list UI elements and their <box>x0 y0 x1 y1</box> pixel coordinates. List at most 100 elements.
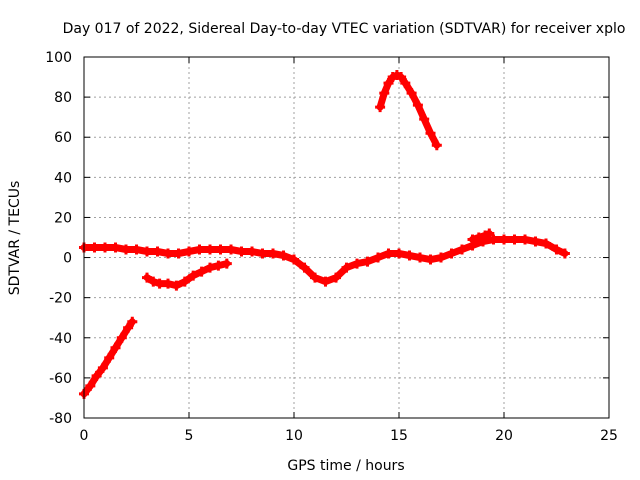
data-point <box>110 342 121 353</box>
data-point <box>110 242 121 253</box>
data-point <box>278 250 289 261</box>
data-point <box>236 246 247 257</box>
series-layer <box>79 70 570 399</box>
data-point <box>406 88 417 99</box>
data-point <box>352 258 362 269</box>
data-point <box>163 248 173 259</box>
data-point <box>116 332 127 343</box>
data-point <box>467 234 478 245</box>
data-point <box>484 228 495 239</box>
data-point <box>425 254 436 265</box>
data-point <box>559 248 570 259</box>
data-point <box>404 250 415 261</box>
x-tick-label: 0 <box>80 428 89 444</box>
data-point <box>551 244 562 255</box>
data-point <box>179 276 190 287</box>
data-point <box>396 72 407 83</box>
chart-title: Day 017 of 2022, Sidereal Day-to-day VTE… <box>63 21 626 37</box>
y-axis-label: SDTVAR / TECUs <box>7 181 23 296</box>
data-point <box>446 248 457 259</box>
data-point <box>499 234 509 245</box>
data-point <box>394 248 404 259</box>
data-point <box>383 78 394 89</box>
data-point <box>221 258 232 269</box>
x-tick-label: 10 <box>285 428 303 444</box>
data-point <box>213 260 224 271</box>
data-point <box>419 114 430 125</box>
data-point <box>375 102 386 113</box>
y-tick-label: 80 <box>54 90 72 106</box>
data-point <box>289 254 299 265</box>
data-point <box>196 266 207 277</box>
series-line-arc-3 <box>80 236 569 286</box>
y-tick-label: 40 <box>54 170 72 186</box>
y-tick-label: 20 <box>54 210 72 226</box>
data-point <box>121 244 131 255</box>
data-point <box>85 380 96 391</box>
data-point <box>257 248 268 259</box>
data-point <box>473 232 484 243</box>
data-point <box>127 316 138 327</box>
data-point <box>184 246 194 257</box>
data-point <box>91 370 102 381</box>
data-point <box>131 244 142 255</box>
data-point <box>509 234 520 245</box>
x-tick-label: 25 <box>600 428 618 444</box>
data-point <box>436 252 446 263</box>
data-point <box>194 244 205 255</box>
data-point <box>104 352 115 363</box>
data-point <box>188 270 199 281</box>
y-tick-label: -80 <box>49 411 72 427</box>
data-point <box>530 236 541 247</box>
y-tick-label: 60 <box>54 130 72 146</box>
x-tick-label: 5 <box>185 428 194 444</box>
data-point <box>373 252 383 263</box>
data-point <box>331 272 341 283</box>
data-point <box>205 244 215 255</box>
data-point <box>268 248 278 259</box>
data-point <box>100 242 110 253</box>
x-axis-label: GPS time / hours <box>287 458 404 474</box>
data-point <box>415 252 425 263</box>
data-point <box>379 88 390 99</box>
data-point <box>488 234 499 245</box>
y-tick-label: 0 <box>63 251 72 267</box>
data-point <box>148 276 159 287</box>
data-point <box>520 234 530 245</box>
y-tick-label: -20 <box>49 291 72 307</box>
plot-frame <box>83 56 610 419</box>
data-point <box>205 262 215 273</box>
data-point <box>341 262 352 273</box>
data-point <box>226 244 236 255</box>
data-point <box>152 246 163 257</box>
x-tick-label: 15 <box>390 428 408 444</box>
data-point <box>142 272 152 283</box>
data-point <box>163 278 173 289</box>
data-point <box>89 242 100 253</box>
data-point <box>431 140 442 151</box>
data-point <box>412 100 423 111</box>
ticks-layer: 0 5 10 15 20 25 -80 -60 -40 -20 0 20 40 60 80 100 <box>45 50 618 444</box>
data-point <box>299 262 310 273</box>
data-point <box>320 276 331 287</box>
y-tick-label: 100 <box>45 50 72 66</box>
data-point <box>142 246 152 257</box>
data-point <box>154 278 165 289</box>
data-point <box>215 244 226 255</box>
data-point <box>400 78 411 89</box>
data-point <box>457 244 467 255</box>
y-tick-label: -40 <box>49 331 72 347</box>
data-point <box>425 128 436 139</box>
data-point <box>97 362 108 373</box>
data-point <box>171 280 182 291</box>
data-point <box>247 246 257 257</box>
data-point <box>123 322 134 333</box>
data-point <box>310 272 320 283</box>
data-point <box>383 248 394 259</box>
data-point <box>541 238 551 249</box>
x-tick-label: 20 <box>495 428 513 444</box>
data-point <box>173 248 184 259</box>
y-tick-label: -60 <box>49 371 72 387</box>
data-point <box>362 256 373 267</box>
